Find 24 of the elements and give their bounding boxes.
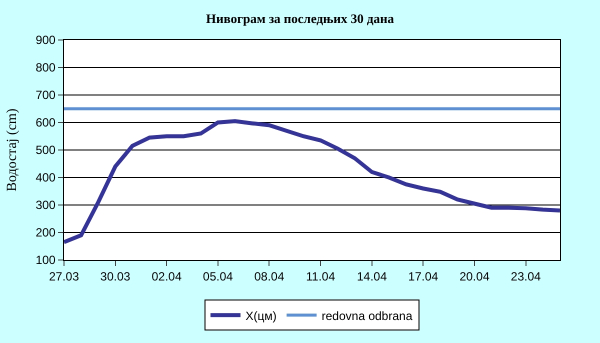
y-tick-label: 800 (36, 60, 56, 75)
legend-label: redovna odbrana (322, 308, 413, 323)
y-tick-label: 900 (36, 33, 56, 48)
legend-label: X(цм) (246, 308, 277, 323)
y-tick-label: 700 (36, 88, 56, 102)
x-tick-label: 30.03 (100, 269, 131, 284)
x-tick-label: 05.04 (202, 269, 234, 284)
y-tick-label: 300 (36, 198, 56, 212)
x-tick-label: 20.04 (459, 269, 490, 284)
y-tick-label: 200 (36, 226, 56, 240)
x-tick-label: 14.04 (356, 269, 388, 284)
y-tick-label: 100 (36, 253, 56, 268)
x-tick-label: 02.04 (152, 269, 182, 284)
x-tick-label: 23.04 (510, 269, 542, 284)
y-axis-title: Водостај (cm) (5, 108, 20, 192)
chart-title: Нивограм за последњих 30 дана (206, 10, 394, 26)
x-tick-label: 11.04 (306, 269, 336, 284)
y-tick-label: 500 (36, 143, 56, 158)
x-tick-label: 08.04 (254, 269, 285, 284)
line-series (64, 119, 560, 244)
x-tick-label: 17.04 (408, 269, 439, 284)
y-tick-label: 600 (36, 116, 56, 130)
x-tick-label: 27.03 (48, 269, 80, 284)
y-tick-label: 400 (36, 170, 56, 185)
